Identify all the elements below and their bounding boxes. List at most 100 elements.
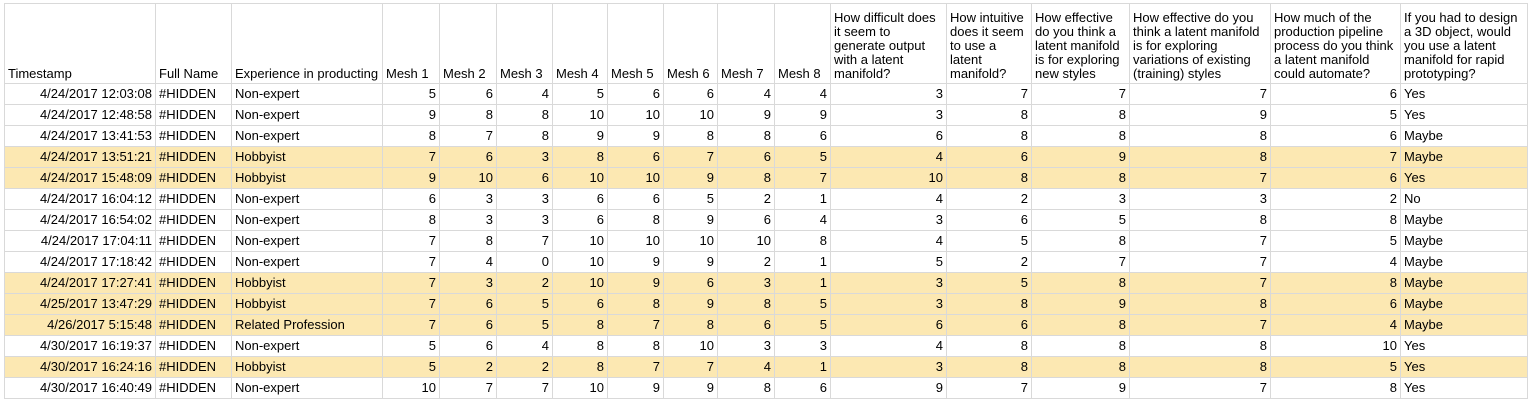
table-cell[interactable]: 4 bbox=[496, 83, 553, 105]
table-cell[interactable]: 10 bbox=[552, 377, 608, 399]
table-cell[interactable]: Non-expert bbox=[231, 209, 383, 231]
column-header[interactable]: How effective do you think a latent mani… bbox=[1129, 3, 1271, 84]
table-cell[interactable]: 9 bbox=[663, 251, 718, 273]
table-cell[interactable]: 7 bbox=[382, 251, 440, 273]
table-cell[interactable]: 5 bbox=[382, 83, 440, 105]
table-cell[interactable]: 7 bbox=[1129, 377, 1271, 399]
table-cell[interactable]: 8 bbox=[1270, 272, 1401, 294]
table-cell[interactable]: 3 bbox=[496, 209, 553, 231]
table-cell[interactable]: 10 bbox=[663, 230, 718, 252]
table-cell[interactable]: 4/30/2017 16:24:16 bbox=[4, 356, 156, 378]
column-header[interactable]: How effective do you think a latent mani… bbox=[1031, 3, 1130, 84]
table-cell[interactable]: 6 bbox=[946, 314, 1032, 336]
table-cell[interactable]: 8 bbox=[717, 293, 775, 315]
table-cell[interactable]: 8 bbox=[1270, 209, 1401, 231]
table-cell[interactable]: 9 bbox=[382, 167, 440, 189]
table-cell[interactable]: 3 bbox=[830, 272, 947, 294]
table-cell[interactable]: 8 bbox=[607, 293, 664, 315]
table-cell[interactable]: 8 bbox=[1129, 146, 1271, 168]
table-cell[interactable]: 4 bbox=[1270, 314, 1401, 336]
table-cell[interactable]: 4 bbox=[717, 83, 775, 105]
table-cell[interactable]: 6 bbox=[774, 377, 831, 399]
table-cell[interactable]: 10 bbox=[663, 335, 718, 357]
table-cell[interactable]: 6 bbox=[439, 335, 497, 357]
table-cell[interactable]: 6 bbox=[607, 83, 664, 105]
table-cell[interactable]: 7 bbox=[382, 293, 440, 315]
table-cell[interactable]: 9 bbox=[382, 104, 440, 126]
table-cell[interactable]: 4 bbox=[774, 209, 831, 231]
table-cell[interactable]: 4 bbox=[717, 356, 775, 378]
table-cell[interactable]: 8 bbox=[496, 125, 553, 147]
table-cell[interactable]: 4 bbox=[774, 83, 831, 105]
table-cell[interactable]: 8 bbox=[1031, 104, 1130, 126]
table-cell[interactable]: 10 bbox=[552, 167, 608, 189]
table-cell[interactable]: Maybe bbox=[1400, 209, 1528, 231]
table-cell[interactable]: 8 bbox=[663, 314, 718, 336]
table-cell[interactable]: Maybe bbox=[1400, 251, 1528, 273]
table-cell[interactable]: 8 bbox=[1031, 230, 1130, 252]
table-cell[interactable]: 3 bbox=[496, 146, 553, 168]
table-cell[interactable]: 2 bbox=[496, 356, 553, 378]
table-cell[interactable]: 9 bbox=[1031, 377, 1130, 399]
table-cell[interactable]: 4/24/2017 16:04:12 bbox=[4, 188, 156, 210]
table-cell[interactable]: 10 bbox=[1270, 335, 1401, 357]
table-cell[interactable]: 5 bbox=[382, 335, 440, 357]
table-cell[interactable]: #HIDDEN bbox=[155, 272, 232, 294]
table-cell[interactable]: 5 bbox=[552, 83, 608, 105]
table-cell[interactable]: 9 bbox=[663, 167, 718, 189]
table-cell[interactable]: 6 bbox=[663, 272, 718, 294]
table-cell[interactable]: 4 bbox=[830, 146, 947, 168]
table-cell[interactable]: 3 bbox=[1129, 188, 1271, 210]
table-cell[interactable]: 6 bbox=[439, 146, 497, 168]
table-cell[interactable]: 8 bbox=[946, 293, 1032, 315]
table-cell[interactable]: 7 bbox=[1129, 83, 1271, 105]
table-cell[interactable]: 9 bbox=[663, 293, 718, 315]
table-cell[interactable]: 9 bbox=[663, 209, 718, 231]
table-cell[interactable]: 4/25/2017 13:47:29 bbox=[4, 293, 156, 315]
table-cell[interactable]: 8 bbox=[439, 104, 497, 126]
table-cell[interactable]: 8 bbox=[1031, 356, 1130, 378]
table-cell[interactable]: 1 bbox=[774, 272, 831, 294]
table-cell[interactable]: 4 bbox=[1270, 251, 1401, 273]
table-cell[interactable]: 6 bbox=[552, 293, 608, 315]
table-cell[interactable]: 4/30/2017 16:40:49 bbox=[4, 377, 156, 399]
table-cell[interactable]: 8 bbox=[946, 356, 1032, 378]
table-cell[interactable]: 5 bbox=[1270, 356, 1401, 378]
table-cell[interactable]: Hobbyist bbox=[231, 146, 383, 168]
table-cell[interactable]: 10 bbox=[552, 251, 608, 273]
table-cell[interactable]: 4/26/2017 5:15:48 bbox=[4, 314, 156, 336]
table-cell[interactable]: Maybe bbox=[1400, 314, 1528, 336]
table-cell[interactable]: Maybe bbox=[1400, 230, 1528, 252]
table-cell[interactable]: 6 bbox=[552, 188, 608, 210]
table-cell[interactable]: 8 bbox=[717, 125, 775, 147]
table-cell[interactable]: Non-expert bbox=[231, 335, 383, 357]
table-cell[interactable]: 2 bbox=[946, 188, 1032, 210]
table-cell[interactable]: 6 bbox=[774, 125, 831, 147]
table-cell[interactable]: 4/24/2017 15:48:09 bbox=[4, 167, 156, 189]
table-cell[interactable]: 2 bbox=[717, 251, 775, 273]
table-cell[interactable]: Maybe bbox=[1400, 125, 1528, 147]
table-cell[interactable]: 5 bbox=[382, 356, 440, 378]
table-cell[interactable]: 4/24/2017 17:04:11 bbox=[4, 230, 156, 252]
table-cell[interactable]: 3 bbox=[830, 104, 947, 126]
table-cell[interactable]: 5 bbox=[830, 251, 947, 273]
table-cell[interactable]: 9 bbox=[774, 104, 831, 126]
table-cell[interactable]: 5 bbox=[774, 146, 831, 168]
table-cell[interactable]: 6 bbox=[439, 83, 497, 105]
table-cell[interactable]: 6 bbox=[946, 146, 1032, 168]
table-cell[interactable]: Yes bbox=[1400, 356, 1528, 378]
table-cell[interactable]: 9 bbox=[607, 125, 664, 147]
table-cell[interactable]: 9 bbox=[552, 125, 608, 147]
table-cell[interactable]: 4/24/2017 13:51:21 bbox=[4, 146, 156, 168]
table-cell[interactable]: 10 bbox=[439, 167, 497, 189]
table-cell[interactable]: 4/24/2017 17:18:42 bbox=[4, 251, 156, 273]
table-cell[interactable]: 2 bbox=[496, 272, 553, 294]
table-cell[interactable]: 5 bbox=[946, 272, 1032, 294]
table-cell[interactable]: 8 bbox=[382, 209, 440, 231]
table-cell[interactable]: 0 bbox=[496, 251, 553, 273]
table-cell[interactable]: 6 bbox=[607, 146, 664, 168]
table-cell[interactable]: 8 bbox=[1129, 335, 1271, 357]
table-cell[interactable]: 8 bbox=[946, 104, 1032, 126]
table-cell[interactable]: 10 bbox=[552, 104, 608, 126]
table-cell[interactable]: 2 bbox=[439, 356, 497, 378]
